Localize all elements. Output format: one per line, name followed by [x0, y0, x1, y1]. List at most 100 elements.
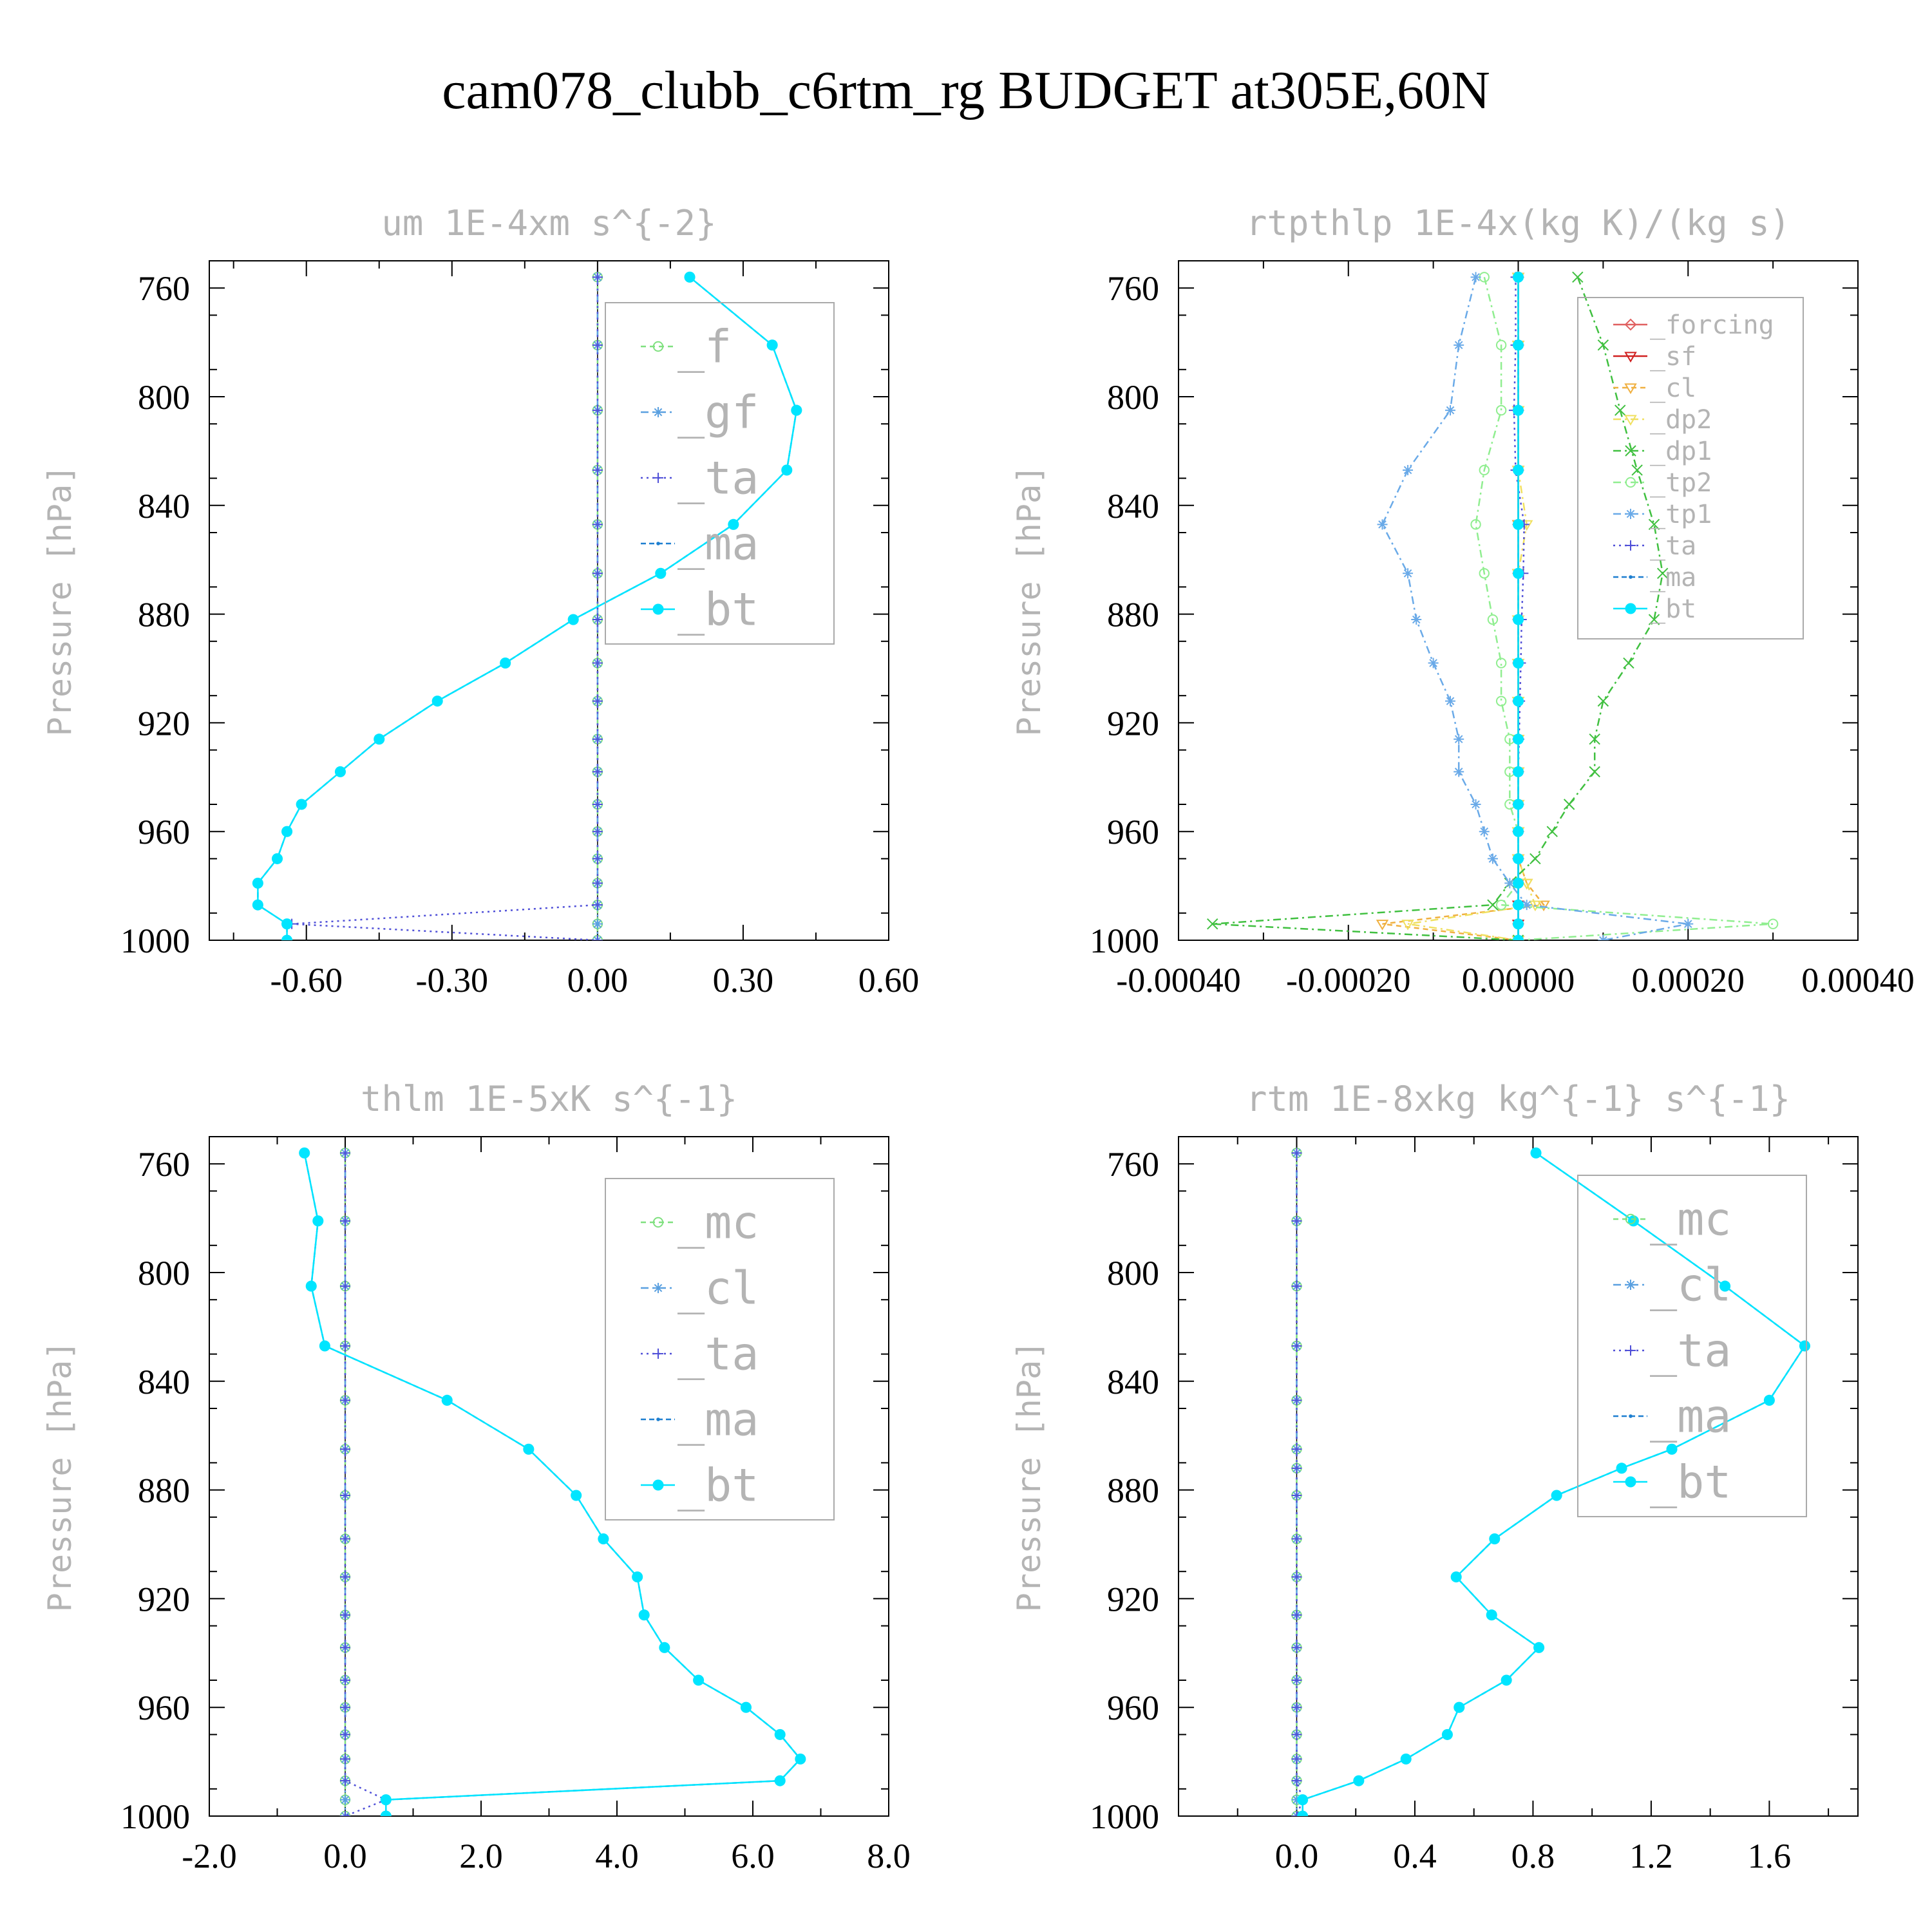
- data-point: [1520, 878, 1533, 890]
- legend-item: _f: [641, 321, 732, 374]
- legend-marker: [652, 603, 664, 615]
- x-tick-label: -0.60: [270, 961, 342, 999]
- legend-label: _gf: [677, 386, 759, 439]
- y-tick-label: 960: [138, 1689, 190, 1727]
- data-point: [1470, 272, 1481, 283]
- data-point: [1487, 899, 1499, 911]
- legend-item: _sf: [1613, 342, 1696, 372]
- data-point: [340, 1754, 350, 1765]
- data-point: [1597, 695, 1609, 707]
- data-point: [1291, 1702, 1302, 1713]
- legend-label: _mc: [1650, 1193, 1731, 1246]
- legend-item: _cl: [1613, 374, 1696, 403]
- data-point: [1683, 918, 1694, 929]
- data-point: [1291, 1642, 1302, 1653]
- data-point: [1512, 799, 1524, 810]
- data-point: [1450, 1571, 1462, 1583]
- legend-item: _ta: [1613, 531, 1696, 561]
- data-point: [340, 1490, 350, 1501]
- data-point: [340, 1444, 350, 1455]
- data-point: [1529, 900, 1542, 912]
- data-point: [1631, 464, 1643, 476]
- data-point: [1403, 464, 1414, 475]
- data-point: [592, 339, 603, 350]
- y-tick-label: 800: [1107, 378, 1159, 417]
- data-point: [1353, 1775, 1365, 1786]
- data-point: [1767, 918, 1779, 929]
- data-point: [1512, 404, 1524, 416]
- data-point: [740, 1701, 752, 1713]
- data-point: [1495, 899, 1507, 911]
- legend-label: _cl: [1650, 374, 1696, 403]
- data-point: [693, 1674, 705, 1686]
- data-point: [1291, 1609, 1302, 1620]
- data-point: [1656, 567, 1669, 580]
- data-point: [1504, 878, 1515, 889]
- panel-1: um 1E-4xm s^{-2} Pressure [hPa] 760 800 840 8…: [41, 203, 919, 999]
- data-point: [791, 404, 802, 416]
- data-point: [1376, 920, 1389, 931]
- legend-box: [605, 302, 835, 645]
- data-point: [1489, 1533, 1501, 1545]
- series-ta: [340, 1148, 392, 1816]
- legend-marker: [652, 1479, 664, 1491]
- data-point: [1291, 1395, 1302, 1406]
- x-tick-label: 2.0: [459, 1837, 503, 1875]
- data-point: [598, 1533, 609, 1545]
- legend-label: _mc: [677, 1197, 759, 1249]
- data-point: [1291, 1754, 1302, 1765]
- y-tick-label: 880: [138, 1472, 190, 1510]
- data-point: [571, 1490, 582, 1501]
- data-point: [1521, 900, 1532, 911]
- data-point: [1454, 1701, 1465, 1713]
- legend-item: _tp1: [1613, 500, 1712, 529]
- x-tick-label: 0.00000: [1462, 961, 1575, 999]
- legend-item: _bt: [641, 583, 759, 636]
- data-point: [1297, 1794, 1309, 1806]
- data-point: [1546, 826, 1558, 837]
- data-point: [1291, 1533, 1302, 1544]
- legend-label: _ta: [677, 1328, 759, 1381]
- data-point: [340, 1148, 350, 1159]
- y-tick-label: 1000: [1090, 922, 1159, 960]
- y-tick-label: 840: [1107, 1363, 1159, 1401]
- data-point: [1470, 799, 1481, 810]
- legend-label: _bt: [677, 1459, 759, 1512]
- data-point: [1551, 1490, 1562, 1501]
- data-point: [1512, 899, 1524, 911]
- panel-3: thlm 1E-5xK s^{-1} Pressure [hPa] 760 800 84…: [41, 1079, 911, 1875]
- data-point: [340, 1340, 350, 1351]
- legend-marker: [1625, 509, 1636, 519]
- y-tick-label: 840: [1107, 487, 1159, 526]
- panel-4: rtm 1E-8xkg kg^{-1} s^{-1} Pressure [hPa]…: [1010, 1079, 1859, 1875]
- data-point: [1799, 1340, 1810, 1352]
- data-point: [340, 1675, 350, 1685]
- y-tick-label: 920: [1107, 704, 1159, 743]
- figure-title: cam078_clubb_c6rtm_rg BUDGET at305E,60N: [442, 61, 1490, 120]
- x-tick-label: -0.00040: [1116, 961, 1240, 999]
- data-point: [252, 877, 263, 889]
- data-point: [380, 1810, 392, 1816]
- legend-item: _cl: [1613, 1259, 1731, 1312]
- data-point: [655, 567, 667, 579]
- data-point: [1666, 1443, 1678, 1455]
- data-point: [592, 272, 603, 283]
- legend-label: _dp1: [1650, 437, 1712, 466]
- legend-label: _tp1: [1650, 500, 1712, 529]
- data-point: [1530, 853, 1541, 865]
- data-point: [1377, 519, 1388, 530]
- y-tick-label: 760: [1107, 1145, 1159, 1184]
- data-point: [1598, 935, 1609, 940]
- legend-label: _bt: [1650, 1456, 1731, 1509]
- data-point: [1533, 1642, 1545, 1653]
- data-point: [431, 696, 443, 707]
- legend-marker: [1625, 1213, 1636, 1225]
- x-tick-label: 0.0: [1275, 1837, 1319, 1875]
- data-point: [1454, 339, 1464, 350]
- data-point: [1616, 1463, 1627, 1474]
- legend-item: _ma: [1613, 1390, 1731, 1443]
- data-point: [1512, 464, 1524, 476]
- legend-item: _mc: [1613, 1193, 1731, 1246]
- series-ta: [1291, 1148, 1308, 1816]
- data-point: [340, 1281, 350, 1292]
